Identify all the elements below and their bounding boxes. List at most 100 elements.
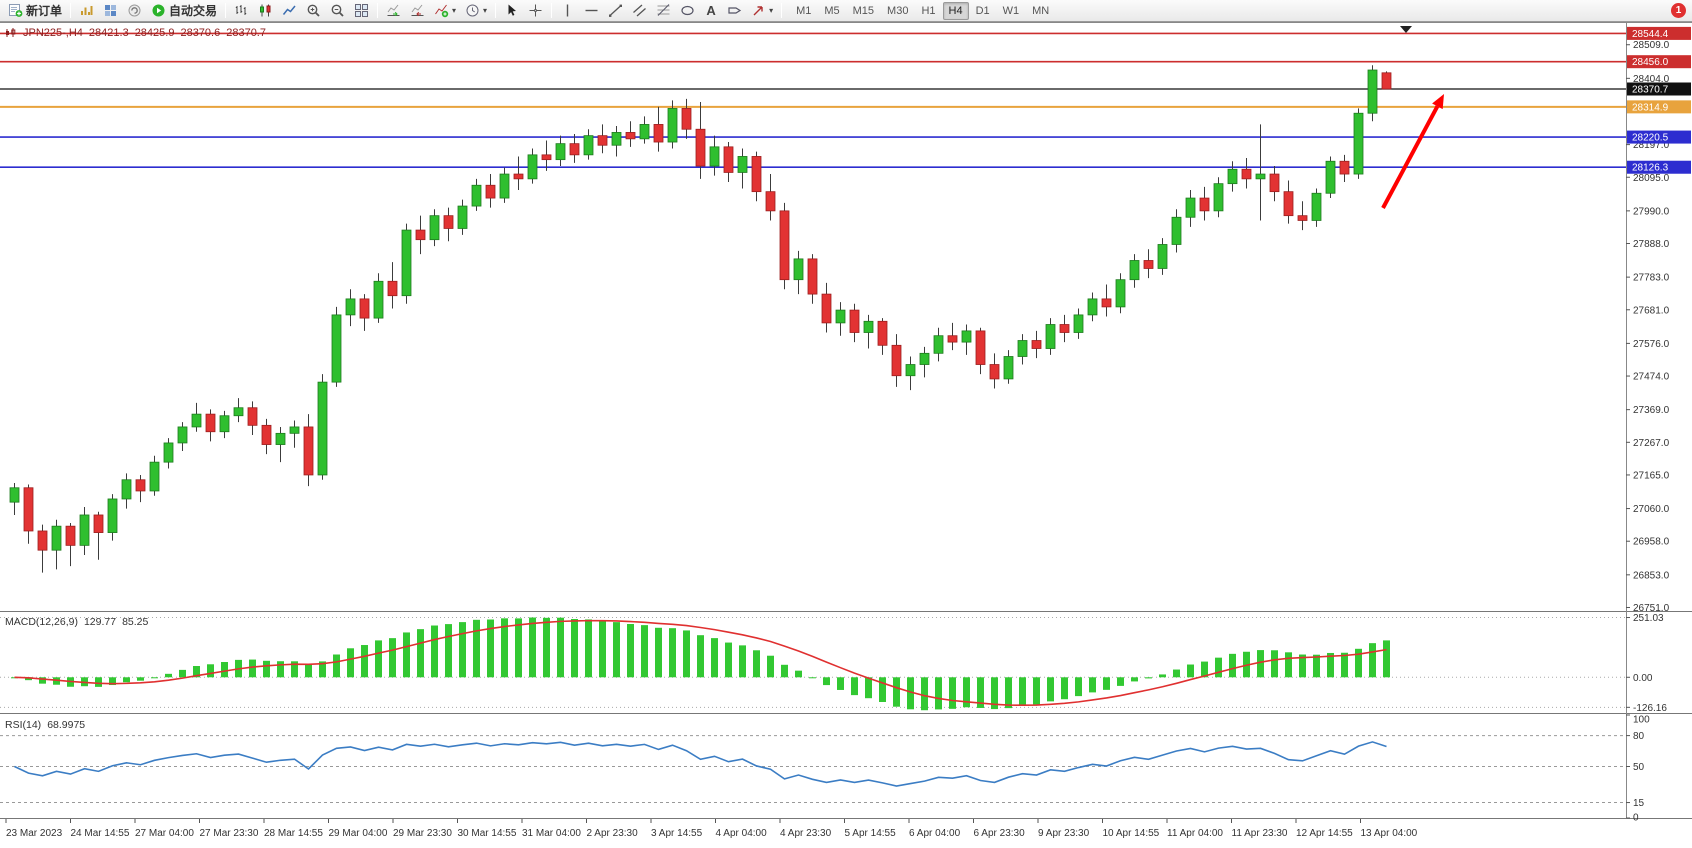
- candle-body: [23, 487, 34, 532]
- macd-histogram-bar: [151, 677, 158, 679]
- shapes-button[interactable]: [676, 1, 699, 21]
- trend-arrow-head[interactable]: [1432, 94, 1444, 110]
- candle-body: [583, 135, 594, 156]
- line-chart-button[interactable]: [278, 1, 301, 21]
- toolbar: 新订单 自动交易: [0, 0, 1692, 22]
- candlestick-chart-button[interactable]: [254, 1, 277, 21]
- zoom-in-button[interactable]: [302, 1, 325, 21]
- timeframe-button-w1[interactable]: W1: [1002, 4, 1020, 17]
- candle: [205, 409, 216, 442]
- candle-body: [1157, 244, 1168, 269]
- periods-button[interactable]: ▾: [461, 1, 491, 21]
- new-order-button[interactable]: 新订单: [4, 1, 66, 21]
- macd-signal-line: [14, 619, 1387, 707]
- macd-histogram-bar: [1201, 661, 1208, 678]
- candle: [1157, 238, 1168, 275]
- candle: [1241, 158, 1252, 189]
- macd-histogram-bar: [697, 635, 704, 678]
- candle-body: [1031, 340, 1042, 349]
- macd-histogram-bar: [501, 618, 508, 678]
- candle: [1171, 209, 1182, 253]
- text-tool-button[interactable]: A: [700, 1, 722, 21]
- candle-body: [359, 298, 370, 319]
- candle: [261, 418, 272, 455]
- macd-histogram-bar: [585, 619, 592, 678]
- candle: [1367, 65, 1378, 122]
- timeframe-button-h1[interactable]: H1: [921, 4, 936, 17]
- candle-body: [639, 124, 650, 140]
- candle: [1017, 334, 1028, 365]
- timeframe-button-h4[interactable]: H4: [942, 1, 969, 20]
- candle-body: [1325, 160, 1336, 194]
- candle: [1353, 108, 1364, 179]
- notification-badge[interactable]: 1: [1671, 3, 1686, 18]
- candle-body: [303, 426, 314, 476]
- auto-scroll-button[interactable]: [382, 1, 405, 21]
- timeframe-button-mn[interactable]: MN: [1032, 4, 1050, 17]
- rsi-axis-label: 100: [1633, 715, 1650, 726]
- candle: [1283, 180, 1294, 224]
- trendline-button[interactable]: [604, 1, 627, 21]
- cursor-icon: [508, 4, 517, 16]
- bar-chart-button[interactable]: [230, 1, 253, 21]
- candle-body: [317, 381, 328, 476]
- candle-body: [275, 432, 286, 445]
- candle: [1115, 273, 1126, 314]
- dropdown-caret-icon: ▾: [769, 5, 774, 15]
- candle: [303, 414, 314, 487]
- tick-chart-button[interactable]: [75, 1, 98, 21]
- timeframe-button-m30[interactable]: M30: [887, 4, 909, 17]
- vertical-line-icon: [566, 4, 569, 17]
- candle: [107, 494, 118, 541]
- macd-histogram-bar: [641, 625, 648, 678]
- macd-histogram-bar: [711, 638, 718, 678]
- candle-body: [485, 184, 496, 199]
- candle-body: [415, 229, 426, 241]
- fibonacci-button[interactable]: [652, 1, 675, 21]
- arrows-tool-button[interactable]: ▾: [747, 1, 777, 21]
- macd-histogram-bar: [1033, 677, 1040, 705]
- candle: [23, 484, 34, 544]
- crosshair-icon: [529, 4, 542, 17]
- candle: [779, 202, 790, 290]
- candle-body: [821, 293, 832, 324]
- macd-histogram-bar: [1327, 652, 1334, 678]
- chart-shift-button[interactable]: [406, 1, 429, 21]
- timeframe-button-m1[interactable]: M1: [796, 4, 812, 17]
- price-tag-28314.9: 28314.9: [1627, 100, 1691, 114]
- time-axis-label: 10 Apr 14:55: [1103, 828, 1160, 839]
- label-tool-button[interactable]: [723, 1, 746, 21]
- community-button[interactable]: [123, 1, 146, 21]
- time-axis[interactable]: 23 Mar 2023 24 Mar 14:55 27 Mar 04:00 27 Ma…: [5, 819, 1418, 839]
- zoom-out-button[interactable]: [326, 1, 349, 21]
- candle: [65, 522, 76, 567]
- channel-button[interactable]: [628, 1, 651, 21]
- candle: [793, 250, 804, 295]
- horizontal-line-button[interactable]: [580, 1, 603, 21]
- cursor-button[interactable]: [500, 1, 523, 21]
- candle: [191, 402, 202, 432]
- indicators-button[interactable]: ▾: [430, 1, 460, 21]
- clock-icon: [466, 4, 479, 17]
- price-axis[interactable]: 28509.0 28404.0 28197.0 28095.0 27990.0 27888…: [1626, 40, 1670, 614]
- candle-body: [695, 128, 706, 167]
- auto-trading-button[interactable]: 自动交易: [147, 1, 221, 21]
- vertical-line-button[interactable]: [556, 1, 579, 21]
- time-axis-label: 11 Apr 04:00: [1167, 828, 1223, 839]
- price-tag-28370.7: 28370.7: [1627, 82, 1691, 96]
- time-axis-label: 6 Apr 04:00: [909, 828, 961, 839]
- market-depth-button[interactable]: [99, 1, 122, 21]
- macd-histogram-bar: [1285, 652, 1292, 678]
- timeframe-button-d1[interactable]: D1: [975, 4, 990, 17]
- macd-histogram-bar: [935, 677, 942, 710]
- price-tag-bg: [1627, 55, 1691, 69]
- price-tag-label: 28370.7: [1632, 84, 1669, 95]
- chart-shift-marker[interactable]: [1400, 26, 1412, 33]
- trend-arrow-annotation[interactable]: [1381, 105, 1440, 209]
- tile-windows-button[interactable]: [350, 1, 373, 21]
- timeframe-button-m15[interactable]: M15: [852, 4, 875, 17]
- timeframe-button-m5[interactable]: M5: [824, 4, 840, 17]
- crosshair-button[interactable]: [524, 1, 547, 21]
